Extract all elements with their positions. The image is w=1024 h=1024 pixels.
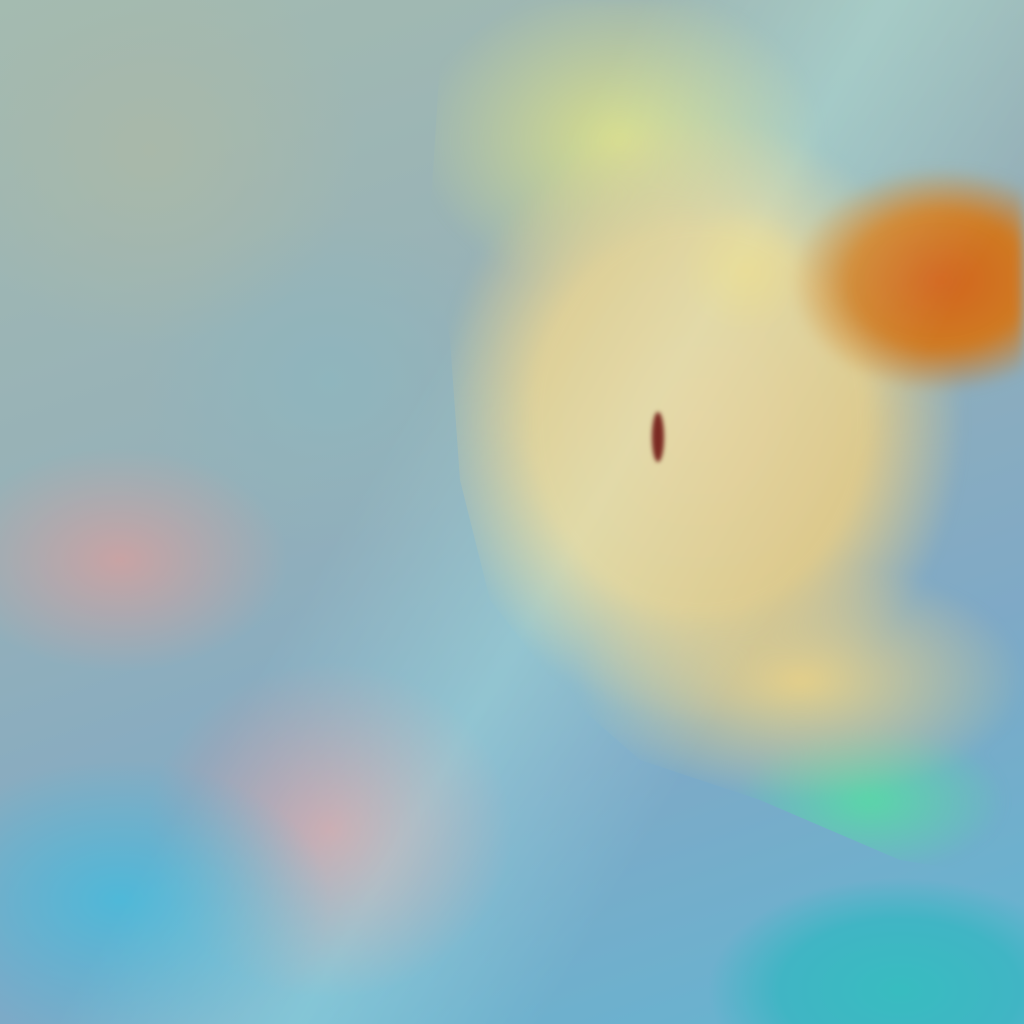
dark-feature	[652, 412, 664, 462]
